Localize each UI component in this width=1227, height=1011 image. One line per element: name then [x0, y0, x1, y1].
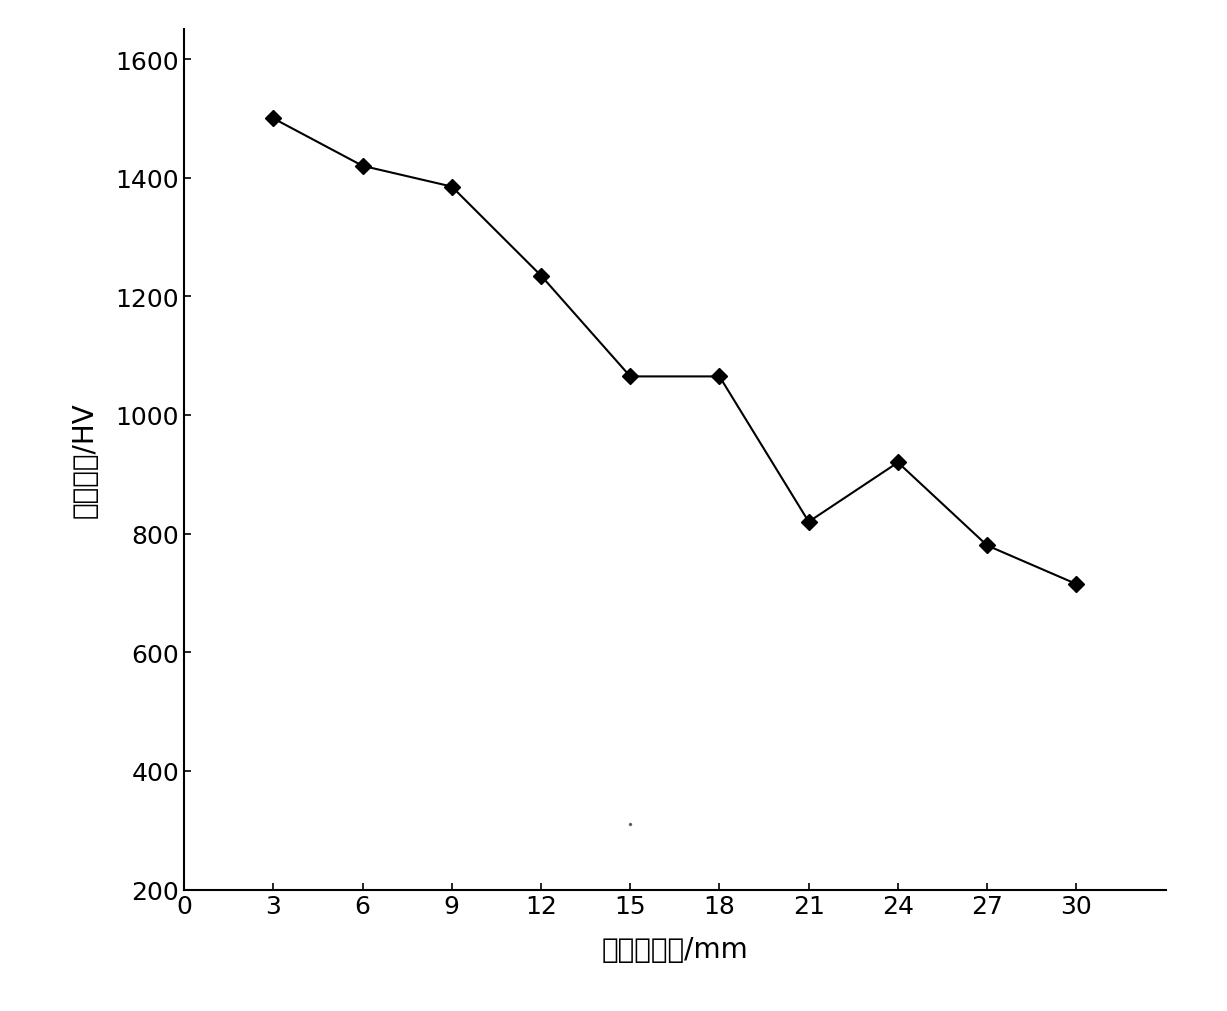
- X-axis label: 距顶部距离/mm: 距顶部距离/mm: [601, 935, 748, 963]
- Y-axis label: 显微硬度/HV: 显微硬度/HV: [71, 402, 99, 518]
